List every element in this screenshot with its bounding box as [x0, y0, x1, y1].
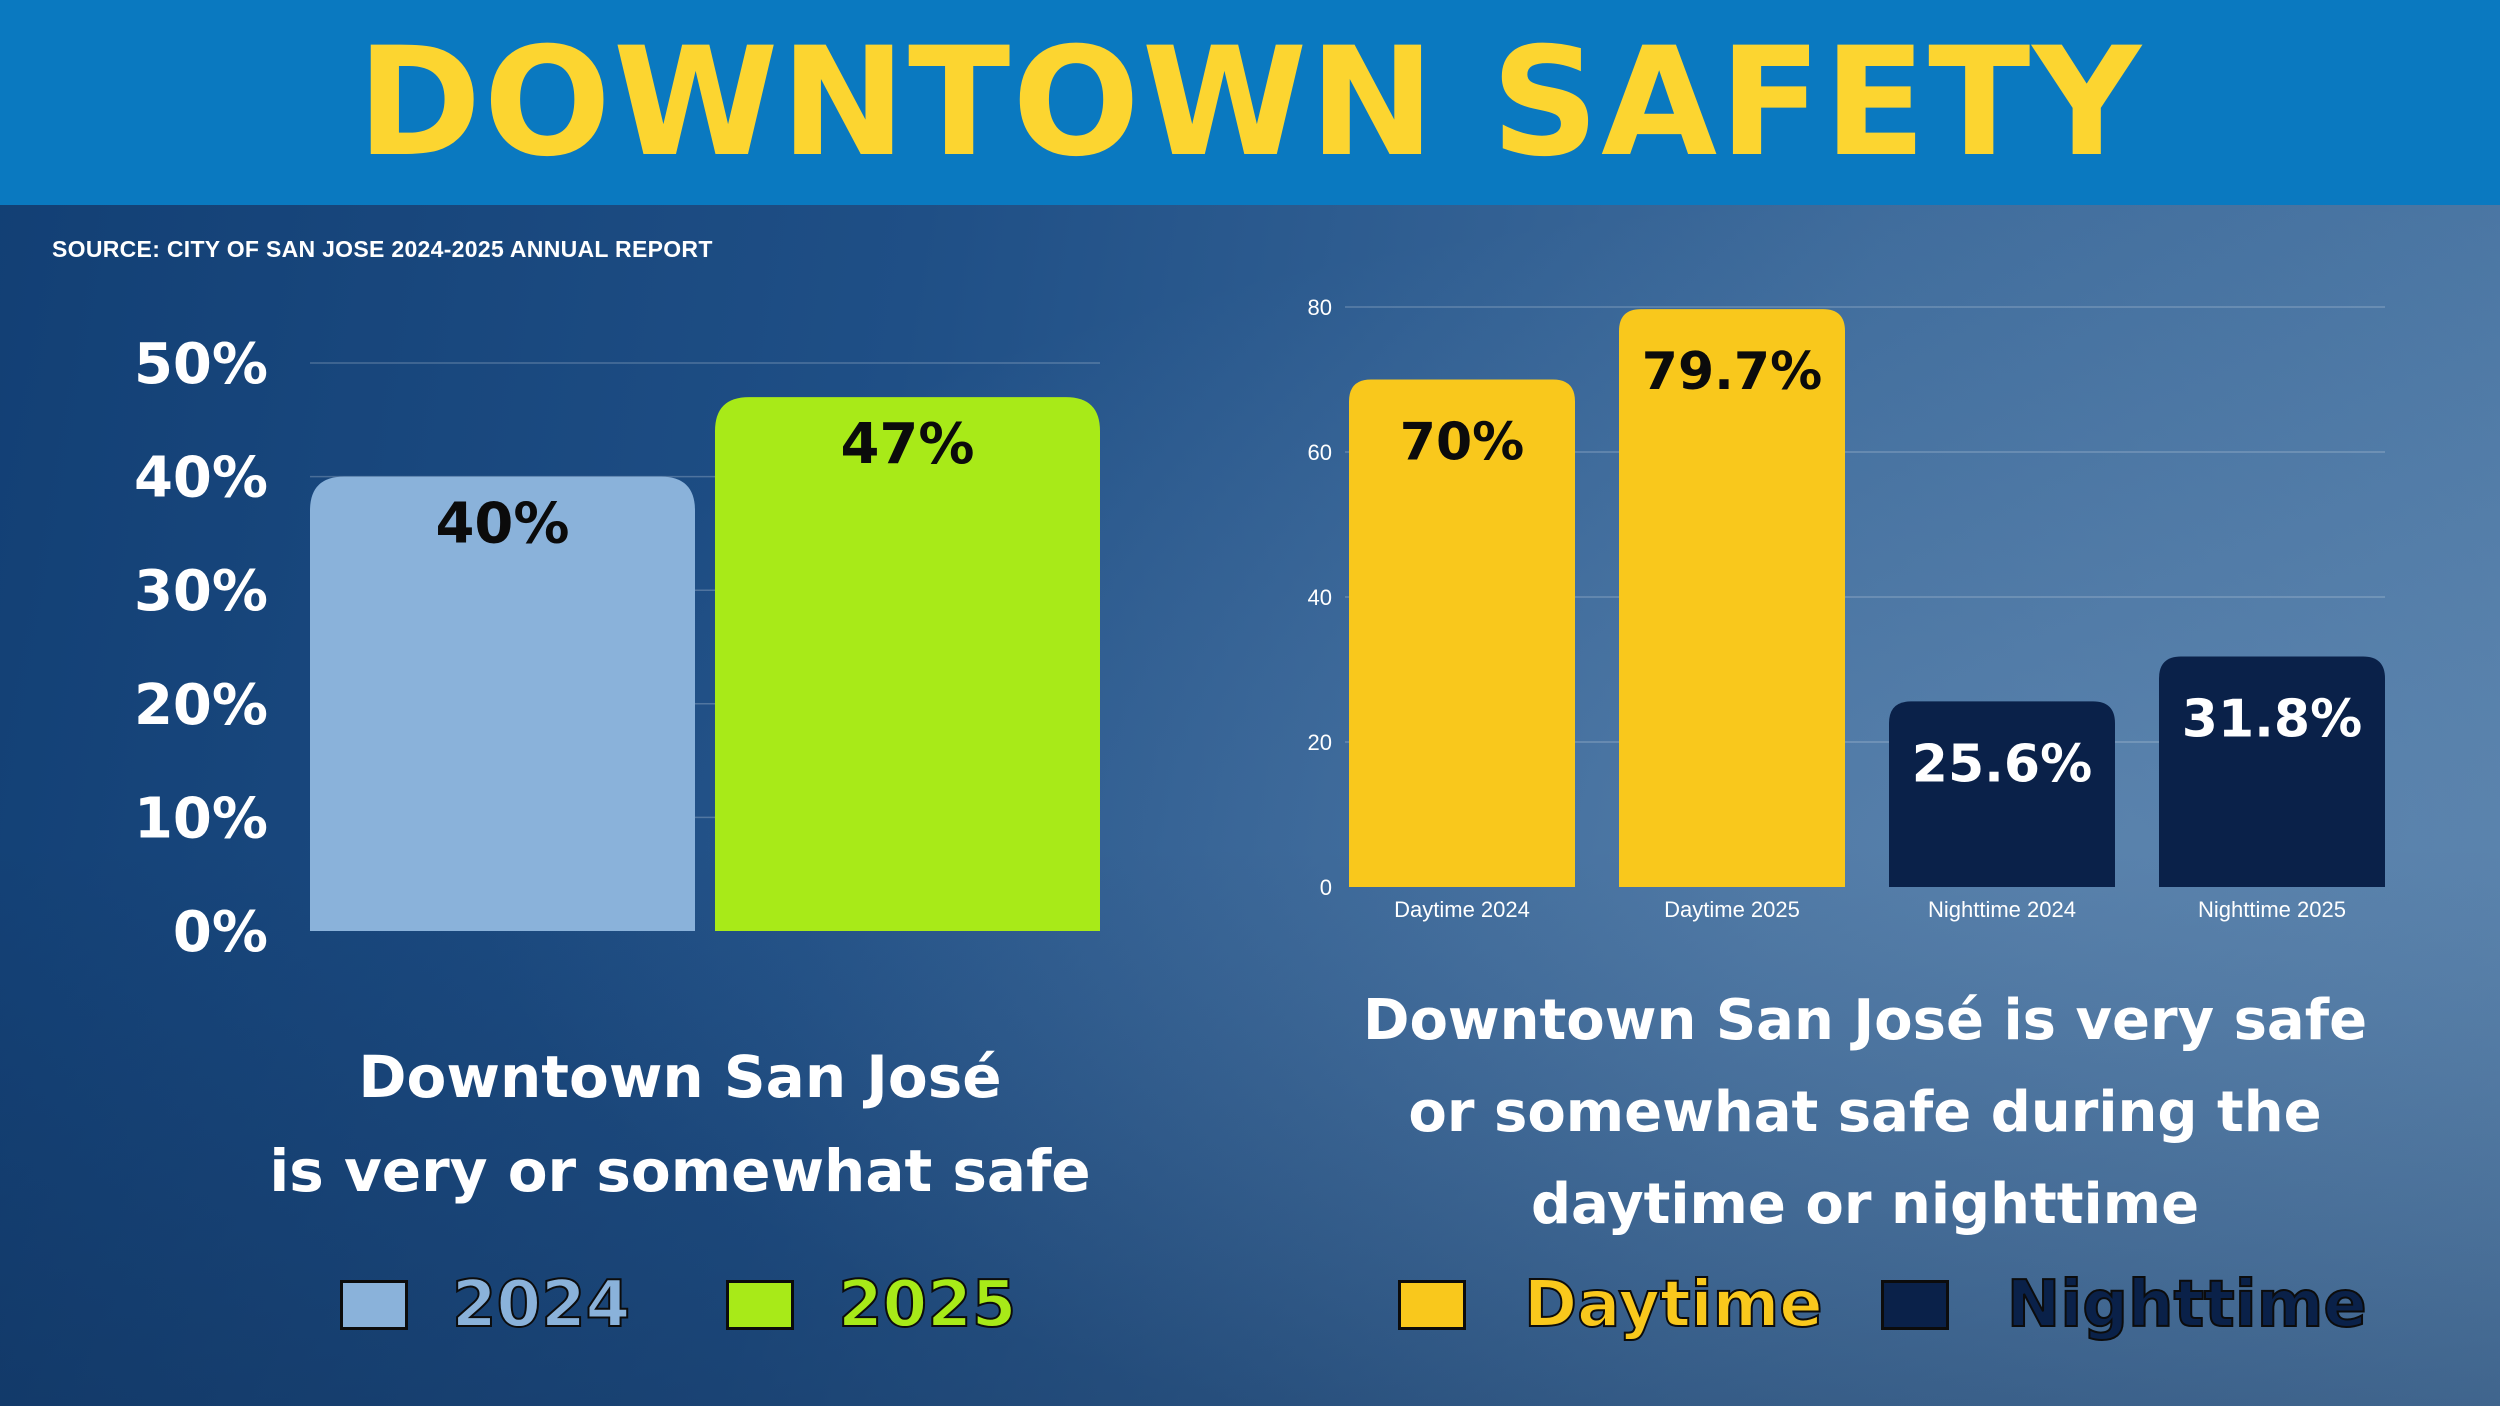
legend-label-2024: 2024 [451, 1267, 631, 1343]
left-chart-caption: Downtown San José is very or somewhat sa… [180, 1030, 1180, 1218]
legend-label-nighttime: Nighttime [2006, 1267, 2368, 1343]
left-y-tick-label: 30% [134, 559, 268, 624]
right-y-tick-label: 20 [1308, 730, 1332, 755]
left-bar-data-label: 40% [435, 492, 569, 557]
right-x-tick-label: Nighttime 2024 [1928, 897, 2076, 922]
legend-swatch-daytime [1398, 1280, 1466, 1330]
title-banner: DOWNTOWN SAFETY [0, 0, 2500, 205]
right-caption-line-3: daytime or nighttime [1530, 1172, 2200, 1237]
right-caption-line-1: Downtown San José is very safe [1362, 988, 2368, 1053]
legend-label-daytime: Daytime [1523, 1267, 1824, 1343]
right-bar-daytime-2025 [1619, 309, 1845, 887]
right-bar-nighttime-2024 [1889, 701, 2115, 887]
right-chart-caption: Downtown San José is very safe or somewh… [1330, 975, 2400, 1251]
legend-swatch-nighttime [1880, 1280, 1949, 1330]
legend-swatch-2024 [340, 1280, 408, 1330]
legend-swatch-2025 [726, 1280, 795, 1330]
right-legend: Daytime Nighttime [1398, 1267, 2425, 1343]
right-y-tick-label: 60 [1308, 440, 1332, 465]
right-chart: 0 20 40 60 80 70% Daytime 2024 79.7% Daytime 202… [1308, 295, 2385, 922]
left-bar-2025 [715, 397, 1100, 932]
right-y-tick-label: 40 [1308, 585, 1332, 610]
left-bar-2024 [310, 476, 695, 931]
left-y-tick-label: 20% [134, 673, 268, 738]
right-y-tick-label: 80 [1308, 295, 1332, 320]
right-bar-data-label: 79.7% [1642, 342, 1822, 402]
right-bar-data-label: 31.8% [2182, 689, 2362, 749]
right-bar-data-label: 25.6% [1912, 734, 2092, 794]
left-y-tick-label: 10% [134, 786, 268, 851]
right-x-tick-label: Daytime 2024 [1394, 897, 1530, 922]
left-caption-line-2: is very or somewhat safe [269, 1137, 1091, 1205]
source-note: SOURCE: CITY OF SAN JOSE 2024-2025 ANNUA… [52, 236, 713, 262]
right-bar-data-label: 70% [1400, 413, 1524, 473]
left-chart: 0% 10% 20% 30% 40% 50% 40% 47% [134, 332, 1100, 965]
right-caption-line-2: or somewhat safe during the [1408, 1080, 2322, 1145]
right-x-tick-label: Daytime 2025 [1664, 897, 1800, 922]
right-bar-daytime-2024 [1349, 379, 1575, 887]
left-caption-line-1: Downtown San José [358, 1043, 1002, 1111]
left-bar-data-label: 47% [840, 412, 974, 477]
left-y-tick-label: 40% [134, 446, 268, 511]
page-title: DOWNTOWN SAFETY [356, 15, 2144, 190]
left-y-tick-label: 0% [173, 900, 268, 965]
legend-label-2025: 2025 [837, 1267, 1017, 1343]
right-y-tick-label: 0 [1320, 875, 1332, 900]
left-y-tick-label: 50% [134, 332, 268, 397]
left-legend: 2024 2025 [340, 1267, 1112, 1343]
right-x-tick-label: Nighttime 2025 [2198, 897, 2346, 922]
right-bar-nighttime-2025 [2159, 656, 2385, 887]
